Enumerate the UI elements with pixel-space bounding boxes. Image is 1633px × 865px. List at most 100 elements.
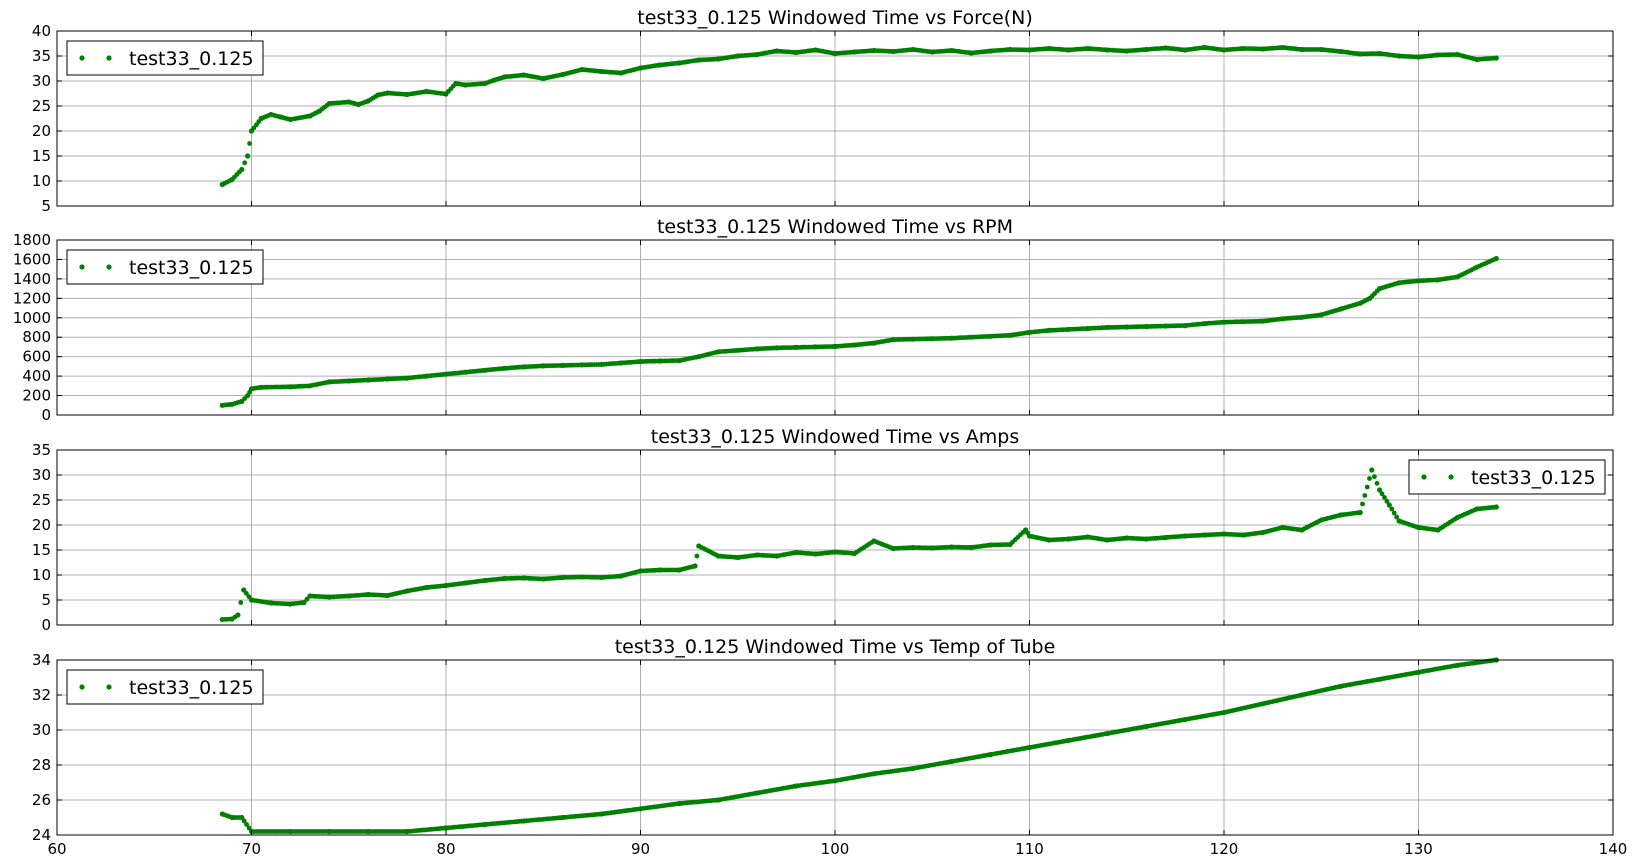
y-tick-label: 20 bbox=[32, 516, 51, 534]
data-point bbox=[1369, 467, 1375, 473]
y-tick-label: 20 bbox=[32, 122, 51, 140]
x-tick-label: 80 bbox=[436, 840, 455, 858]
data-point bbox=[304, 596, 310, 602]
legend: test33_0.125 bbox=[66, 249, 264, 285]
y-tick-label: 1400 bbox=[13, 270, 51, 288]
legend-label: test33_0.125 bbox=[129, 677, 254, 699]
y-tick-label: 32 bbox=[32, 686, 51, 704]
x-tick-label: 110 bbox=[1015, 840, 1044, 858]
x-tick-label: 60 bbox=[47, 840, 66, 858]
data-point bbox=[238, 600, 244, 605]
data-point bbox=[1382, 495, 1387, 500]
y-tick-label: 34 bbox=[32, 651, 51, 669]
x-tick-label: 120 bbox=[1210, 840, 1239, 858]
legend-marker bbox=[1448, 474, 1454, 480]
y-tick-label: 5 bbox=[41, 197, 51, 215]
y-tick-label: 200 bbox=[22, 387, 51, 405]
y-tick-label: 25 bbox=[32, 97, 51, 115]
data-point bbox=[1377, 487, 1383, 493]
x-tick-label: 140 bbox=[1599, 840, 1628, 858]
legend-label: test33_0.125 bbox=[1471, 467, 1596, 489]
chart-title: test33_0.125 Windowed Time vs Force(N) bbox=[637, 7, 1032, 29]
data-point bbox=[1372, 474, 1377, 480]
legend-marker bbox=[106, 55, 112, 61]
y-tick-label: 10 bbox=[32, 566, 51, 584]
y-tick-label: 1000 bbox=[13, 309, 51, 327]
data-point bbox=[692, 563, 698, 569]
y-tick-label: 35 bbox=[32, 47, 51, 65]
legend-box bbox=[1408, 459, 1606, 495]
y-tick-label: 28 bbox=[32, 756, 51, 774]
chart-title: test33_0.125 Windowed Time vs Temp of Tu… bbox=[615, 636, 1056, 658]
chart-panel-3: 0 5 10 15 20 25 30 35 test33_0.125 Windowed Time… bbox=[32, 426, 1614, 634]
data-point bbox=[694, 553, 700, 559]
data-point bbox=[1391, 510, 1397, 516]
chart-title: test33_0.125 Windowed Time vs RPM bbox=[657, 216, 1013, 238]
y-tick-label: 10 bbox=[32, 172, 51, 190]
data-point bbox=[1394, 514, 1399, 520]
legend-marker bbox=[106, 684, 112, 690]
y-tick-label: 600 bbox=[22, 348, 51, 366]
legend: test33_0.125 bbox=[1408, 459, 1606, 495]
y-tick-label: 800 bbox=[22, 328, 51, 346]
chart-panel-1: 5 10 15 20 25 30 35 40 test33_0.125 Windowed Tim… bbox=[32, 7, 1614, 215]
legend-marker bbox=[79, 55, 85, 61]
data-point bbox=[242, 160, 248, 166]
legend-label: test33_0.125 bbox=[129, 48, 254, 70]
data-point bbox=[1384, 498, 1390, 504]
y-tick-label: 400 bbox=[22, 367, 51, 385]
x-tick-label: 70 bbox=[242, 840, 261, 858]
data-point bbox=[1493, 255, 1499, 262]
y-tick-label: 30 bbox=[32, 466, 51, 484]
data-point bbox=[1360, 501, 1365, 507]
data-point bbox=[245, 153, 251, 159]
x-tick-label: 100 bbox=[821, 840, 850, 858]
y-tick-label: 40 bbox=[32, 22, 51, 40]
data-point bbox=[241, 818, 247, 824]
data-point bbox=[1493, 504, 1499, 510]
data-point bbox=[1357, 509, 1363, 516]
series-1 bbox=[219, 657, 1499, 835]
data-point bbox=[1362, 493, 1368, 498]
series-1 bbox=[219, 255, 1499, 408]
data-point bbox=[1389, 506, 1395, 512]
chart-panel-4: 24 26 28 30 32 34 60 70 80 90 100 110 120 130 140 test3… bbox=[32, 636, 1627, 858]
data-point bbox=[243, 590, 249, 596]
y-tick-label: 35 bbox=[32, 441, 51, 459]
legend-marker bbox=[106, 264, 112, 270]
legend-box bbox=[66, 249, 264, 285]
data-point bbox=[301, 599, 307, 606]
data-point bbox=[239, 166, 245, 173]
y-tick-label: 15 bbox=[32, 147, 51, 165]
chart-title: test33_0.125 Windowed Time vs Amps bbox=[651, 426, 1020, 448]
data-point bbox=[1493, 55, 1499, 61]
data-point bbox=[1379, 491, 1385, 497]
legend-label: test33_0.125 bbox=[129, 257, 254, 279]
data-point bbox=[235, 612, 241, 618]
y-tick-label: 15 bbox=[32, 541, 51, 559]
legend: test33_0.125 bbox=[66, 669, 264, 705]
data-point bbox=[244, 822, 250, 827]
y-tick-label: 25 bbox=[32, 491, 51, 509]
legend: test33_0.125 bbox=[66, 40, 264, 76]
legend-marker bbox=[79, 684, 85, 690]
data-point bbox=[1386, 502, 1392, 508]
y-tick-label: 0 bbox=[41, 616, 51, 634]
y-tick-label: 26 bbox=[32, 791, 51, 809]
data-point bbox=[1367, 476, 1372, 481]
y-tick-label: 0 bbox=[41, 406, 51, 424]
data-point bbox=[239, 814, 245, 821]
legend-box bbox=[66, 669, 264, 705]
x-tick-label: 130 bbox=[1404, 840, 1433, 858]
y-tick-label: 1800 bbox=[13, 231, 51, 249]
y-tick-label: 1200 bbox=[13, 289, 51, 307]
y-tick-label: 30 bbox=[32, 72, 51, 90]
y-tick-label: 24 bbox=[32, 826, 51, 844]
data-point bbox=[247, 141, 253, 146]
series-1 bbox=[219, 467, 1499, 623]
series-1 bbox=[219, 44, 1499, 188]
legend-box bbox=[66, 40, 264, 76]
x-tick-label: 90 bbox=[631, 840, 650, 858]
